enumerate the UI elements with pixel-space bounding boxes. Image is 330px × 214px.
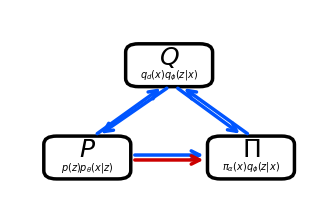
FancyArrowPatch shape xyxy=(135,156,200,164)
Text: $\Pi$: $\Pi$ xyxy=(242,138,260,162)
Text: $p(z)p_\theta(x|z)$: $p(z)p_\theta(x|z)$ xyxy=(61,161,114,175)
FancyArrowPatch shape xyxy=(178,88,237,131)
FancyBboxPatch shape xyxy=(208,136,294,179)
FancyArrowPatch shape xyxy=(187,91,248,134)
FancyArrowPatch shape xyxy=(104,88,167,131)
FancyArrowPatch shape xyxy=(135,151,200,159)
FancyBboxPatch shape xyxy=(44,136,131,179)
Text: $\pi_\alpha(x)q_\phi(z|x)$: $\pi_\alpha(x)q_\phi(z|x)$ xyxy=(222,161,280,175)
FancyArrowPatch shape xyxy=(97,91,157,134)
Text: $q_d(x)q_\phi(z|x)$: $q_d(x)q_\phi(z|x)$ xyxy=(140,69,198,83)
Text: $P$: $P$ xyxy=(79,138,96,162)
FancyBboxPatch shape xyxy=(126,44,213,87)
Text: $Q$: $Q$ xyxy=(159,45,180,70)
